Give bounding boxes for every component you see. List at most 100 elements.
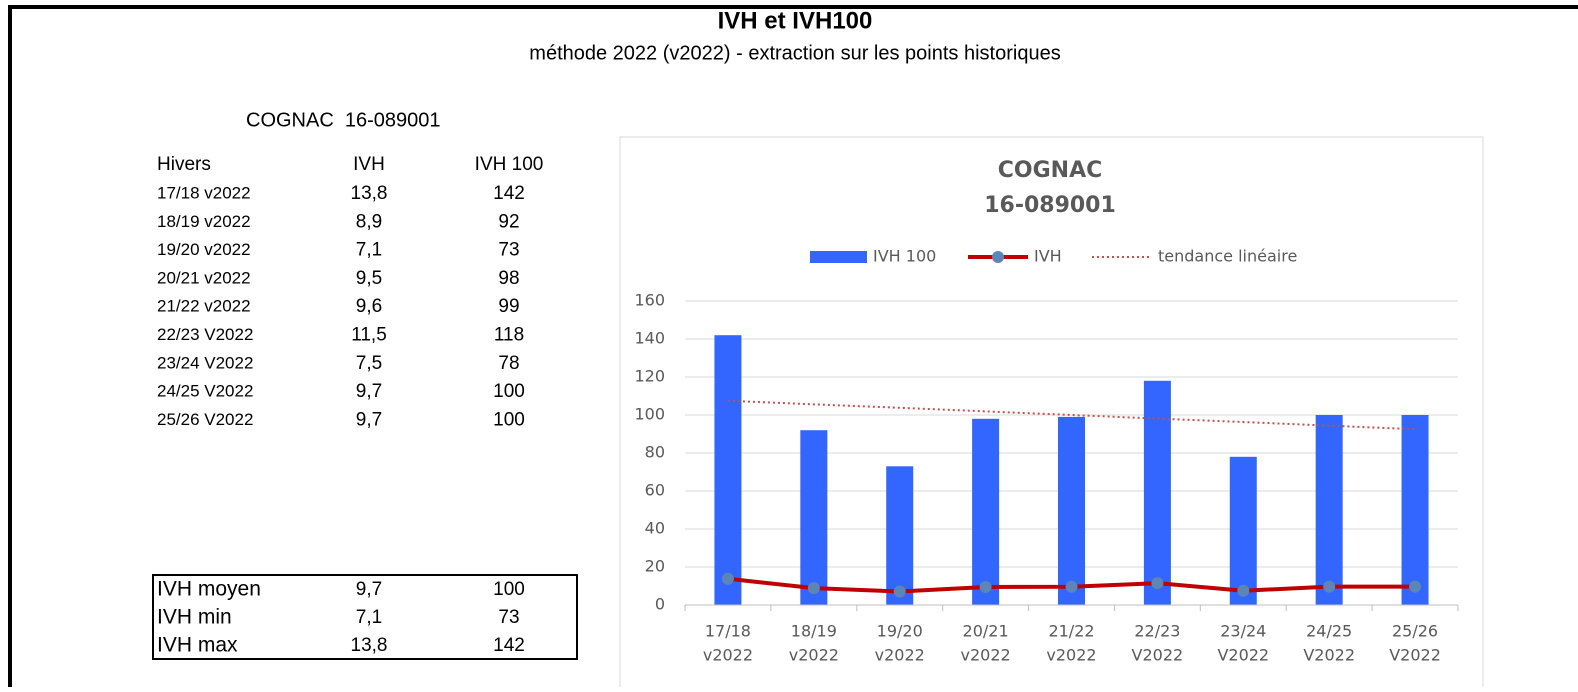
table-cell: 19/20 v2022: [157, 240, 251, 259]
table-cell: 100: [493, 381, 525, 402]
table-cell: 100: [493, 409, 525, 430]
legend-label: IVH 100: [873, 247, 936, 266]
summary-cell: IVH max: [157, 634, 238, 657]
y-tick-label: 160: [634, 291, 665, 310]
marker: [1409, 580, 1422, 593]
x-tick-label: V2022: [1132, 646, 1184, 665]
table-cell: 73: [498, 240, 519, 261]
x-tick-label: 23/24: [1220, 622, 1266, 641]
x-tick-label: V2022: [1389, 646, 1441, 665]
x-tick-label: 24/25: [1306, 622, 1352, 641]
x-tick-label: v2022: [875, 646, 925, 665]
summary-cell: 9,7: [356, 579, 382, 600]
x-tick-label: 25/26: [1392, 622, 1438, 641]
y-tick-label: 40: [645, 519, 665, 538]
summary-cell: 142: [493, 635, 525, 656]
summary-cell: 13,8: [351, 635, 388, 656]
summary-cell: IVH min: [157, 606, 232, 629]
bar: [972, 418, 1000, 605]
top-border: [8, 5, 1578, 9]
chart-title: 16-089001: [984, 193, 1116, 218]
summary-cell: 73: [498, 607, 519, 628]
y-tick-label: 60: [645, 481, 665, 500]
y-tick-label: 80: [645, 443, 665, 462]
summary-cell: IVH moyen: [157, 578, 261, 601]
summary-box: [152, 574, 578, 660]
table-cell: 78: [498, 353, 519, 374]
table-cell: 18/19 v2022: [157, 212, 251, 231]
table-cell: 9,6: [356, 296, 382, 317]
y-tick-label: 100: [634, 405, 665, 424]
table-cell: 118: [494, 325, 524, 346]
column-header: IVH: [353, 154, 385, 175]
y-tick-label: 140: [634, 329, 665, 348]
table-cell: 11,5: [351, 325, 387, 346]
marker: [807, 582, 820, 595]
title: IVH et IVH100: [718, 7, 873, 34]
legend-swatch: [810, 251, 867, 263]
legend-marker: [992, 251, 1004, 263]
table-cell: 98: [498, 268, 519, 289]
table-cell: 99: [498, 296, 519, 317]
summary-cell: 7,1: [356, 607, 382, 628]
left-border: [8, 5, 12, 687]
table-cell: 24/25 V2022: [157, 382, 253, 401]
bar: [1401, 415, 1429, 605]
chart-frame: [619, 136, 1484, 692]
table-cell: 21/22 v2022: [157, 297, 251, 316]
bar: [886, 466, 914, 605]
table-cell: 7,5: [356, 353, 382, 374]
x-tick-label: 19/20: [877, 622, 923, 641]
table-cell: 9,7: [356, 381, 382, 402]
table-cell: 23/24 V2022: [157, 353, 253, 372]
x-tick-label: V2022: [1217, 646, 1269, 665]
bar: [1143, 380, 1171, 605]
x-tick-label: v2022: [703, 646, 753, 665]
marker: [1323, 580, 1336, 593]
table-cell: 7,1: [356, 240, 382, 261]
x-tick-label: V2022: [1303, 646, 1355, 665]
bar: [800, 430, 828, 605]
marker: [979, 580, 992, 593]
bar: [1315, 415, 1343, 605]
x-tick-label: v2022: [789, 646, 839, 665]
x-tick-label: v2022: [1046, 646, 1096, 665]
table-cell: 25/26 V2022: [157, 410, 253, 429]
table-cell: 9,5: [356, 268, 382, 289]
table-cell: 17/18 v2022: [157, 183, 251, 202]
legend-label: IVH: [1034, 247, 1062, 266]
x-tick-label: 17/18: [705, 622, 751, 641]
station: COGNAC 16-089001: [246, 109, 441, 131]
x-tick-label: 20/21: [963, 622, 1009, 641]
bar: [1058, 416, 1085, 605]
x-tick-label: 21/22: [1048, 622, 1094, 641]
column-header: Hivers: [157, 154, 211, 175]
marker: [721, 572, 734, 585]
bar: [1229, 456, 1257, 605]
x-tick-label: 22/23: [1134, 622, 1180, 641]
chart-title: COGNAC: [998, 158, 1103, 183]
y-tick-label: 20: [645, 557, 665, 576]
y-tick-label: 0: [655, 595, 665, 614]
legend-label: tendance linéaire: [1158, 247, 1297, 266]
table-cell: 9,7: [356, 409, 382, 430]
table-cell: 92: [498, 211, 519, 232]
y-tick-label: 120: [634, 367, 665, 386]
bar: [714, 335, 742, 605]
table-cell: 22/23 V2022: [157, 325, 253, 344]
table-cell: 8,9: [356, 211, 382, 232]
column-header: IVH 100: [475, 154, 544, 175]
marker: [1237, 584, 1250, 597]
marker: [1151, 577, 1164, 590]
table-cell: 20/21 v2022: [157, 268, 251, 287]
x-tick-label: 18/19: [791, 622, 837, 641]
subtitle: méthode 2022 (v2022) - extraction sur le…: [529, 42, 1060, 64]
table-cell: 13,8: [351, 183, 388, 204]
x-tick-label: v2022: [961, 646, 1011, 665]
table-cell: 142: [493, 183, 525, 204]
marker: [893, 585, 906, 598]
summary-cell: 100: [493, 579, 525, 600]
marker: [1065, 580, 1078, 593]
